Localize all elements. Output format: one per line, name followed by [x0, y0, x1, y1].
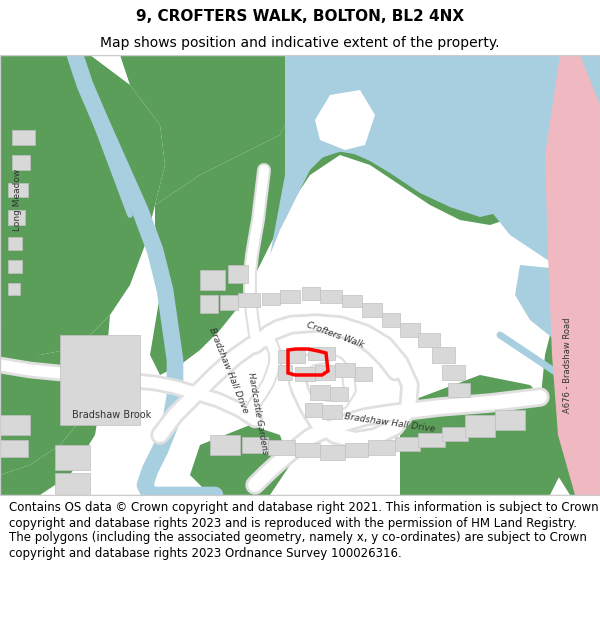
Polygon shape [270, 55, 600, 255]
Polygon shape [228, 265, 248, 283]
Polygon shape [8, 260, 22, 273]
Polygon shape [400, 323, 420, 337]
Polygon shape [0, 375, 105, 495]
Polygon shape [310, 385, 330, 400]
Polygon shape [382, 313, 400, 327]
Text: Bradshaw Brook: Bradshaw Brook [73, 410, 152, 420]
Text: Crofters Walk: Crofters Walk [305, 321, 365, 349]
Polygon shape [60, 335, 140, 425]
Polygon shape [445, 55, 600, 275]
Polygon shape [8, 183, 28, 197]
Text: A676 - Bradshaw Road: A676 - Bradshaw Road [563, 318, 572, 412]
Polygon shape [322, 405, 342, 419]
Text: 9, CROFTERS WALK, BOLTON, BL2 4NX: 9, CROFTERS WALK, BOLTON, BL2 4NX [136, 9, 464, 24]
Polygon shape [342, 295, 362, 307]
Polygon shape [330, 387, 348, 401]
Polygon shape [280, 290, 300, 303]
Polygon shape [285, 55, 450, 220]
Polygon shape [540, 55, 600, 495]
Polygon shape [448, 383, 470, 397]
Polygon shape [150, 55, 600, 375]
Text: Map shows position and indicative extent of the property.: Map shows position and indicative extent… [100, 36, 500, 50]
Polygon shape [418, 333, 440, 347]
Polygon shape [8, 210, 25, 225]
Polygon shape [295, 443, 320, 457]
Polygon shape [8, 283, 20, 295]
Polygon shape [362, 303, 382, 317]
Polygon shape [120, 55, 300, 205]
Text: Contains OS data © Crown copyright and database right 2021. This information is : Contains OS data © Crown copyright and d… [9, 501, 599, 559]
Text: Bradshaw Hall Drive: Bradshaw Hall Drive [206, 326, 250, 414]
Polygon shape [515, 265, 590, 340]
Polygon shape [442, 427, 468, 441]
Polygon shape [368, 440, 395, 455]
Polygon shape [262, 293, 280, 305]
Polygon shape [0, 110, 25, 215]
Polygon shape [190, 425, 290, 495]
Polygon shape [278, 350, 305, 363]
Polygon shape [418, 433, 445, 447]
Text: Bradshaw Hall Drive: Bradshaw Hall Drive [344, 412, 436, 434]
Polygon shape [0, 415, 30, 435]
Polygon shape [320, 445, 345, 460]
Polygon shape [55, 473, 90, 495]
Polygon shape [220, 295, 238, 310]
Polygon shape [465, 415, 495, 437]
Polygon shape [432, 347, 455, 363]
Polygon shape [308, 347, 335, 360]
Polygon shape [238, 293, 260, 307]
Polygon shape [335, 363, 355, 377]
Polygon shape [295, 367, 315, 381]
Polygon shape [12, 130, 35, 145]
Polygon shape [242, 437, 268, 453]
Polygon shape [320, 290, 342, 303]
Polygon shape [200, 270, 225, 290]
Polygon shape [55, 445, 90, 470]
Polygon shape [278, 365, 292, 380]
Polygon shape [545, 55, 600, 495]
Polygon shape [315, 90, 375, 150]
Polygon shape [200, 295, 218, 313]
Polygon shape [268, 440, 295, 455]
Polygon shape [355, 367, 372, 381]
Polygon shape [12, 155, 30, 170]
Text: Hardcastle Gardens: Hardcastle Gardens [247, 371, 269, 454]
Polygon shape [400, 375, 565, 495]
Polygon shape [302, 287, 320, 300]
Polygon shape [210, 435, 240, 455]
Text: Long Meadow: Long Meadow [13, 169, 23, 231]
Polygon shape [495, 410, 525, 430]
Polygon shape [8, 237, 22, 250]
Polygon shape [0, 55, 165, 355]
Polygon shape [395, 437, 420, 451]
Polygon shape [442, 365, 465, 380]
Polygon shape [305, 403, 322, 417]
Polygon shape [345, 443, 368, 457]
Polygon shape [0, 315, 110, 475]
Polygon shape [315, 365, 335, 380]
Polygon shape [0, 440, 28, 457]
Polygon shape [0, 380, 55, 435]
